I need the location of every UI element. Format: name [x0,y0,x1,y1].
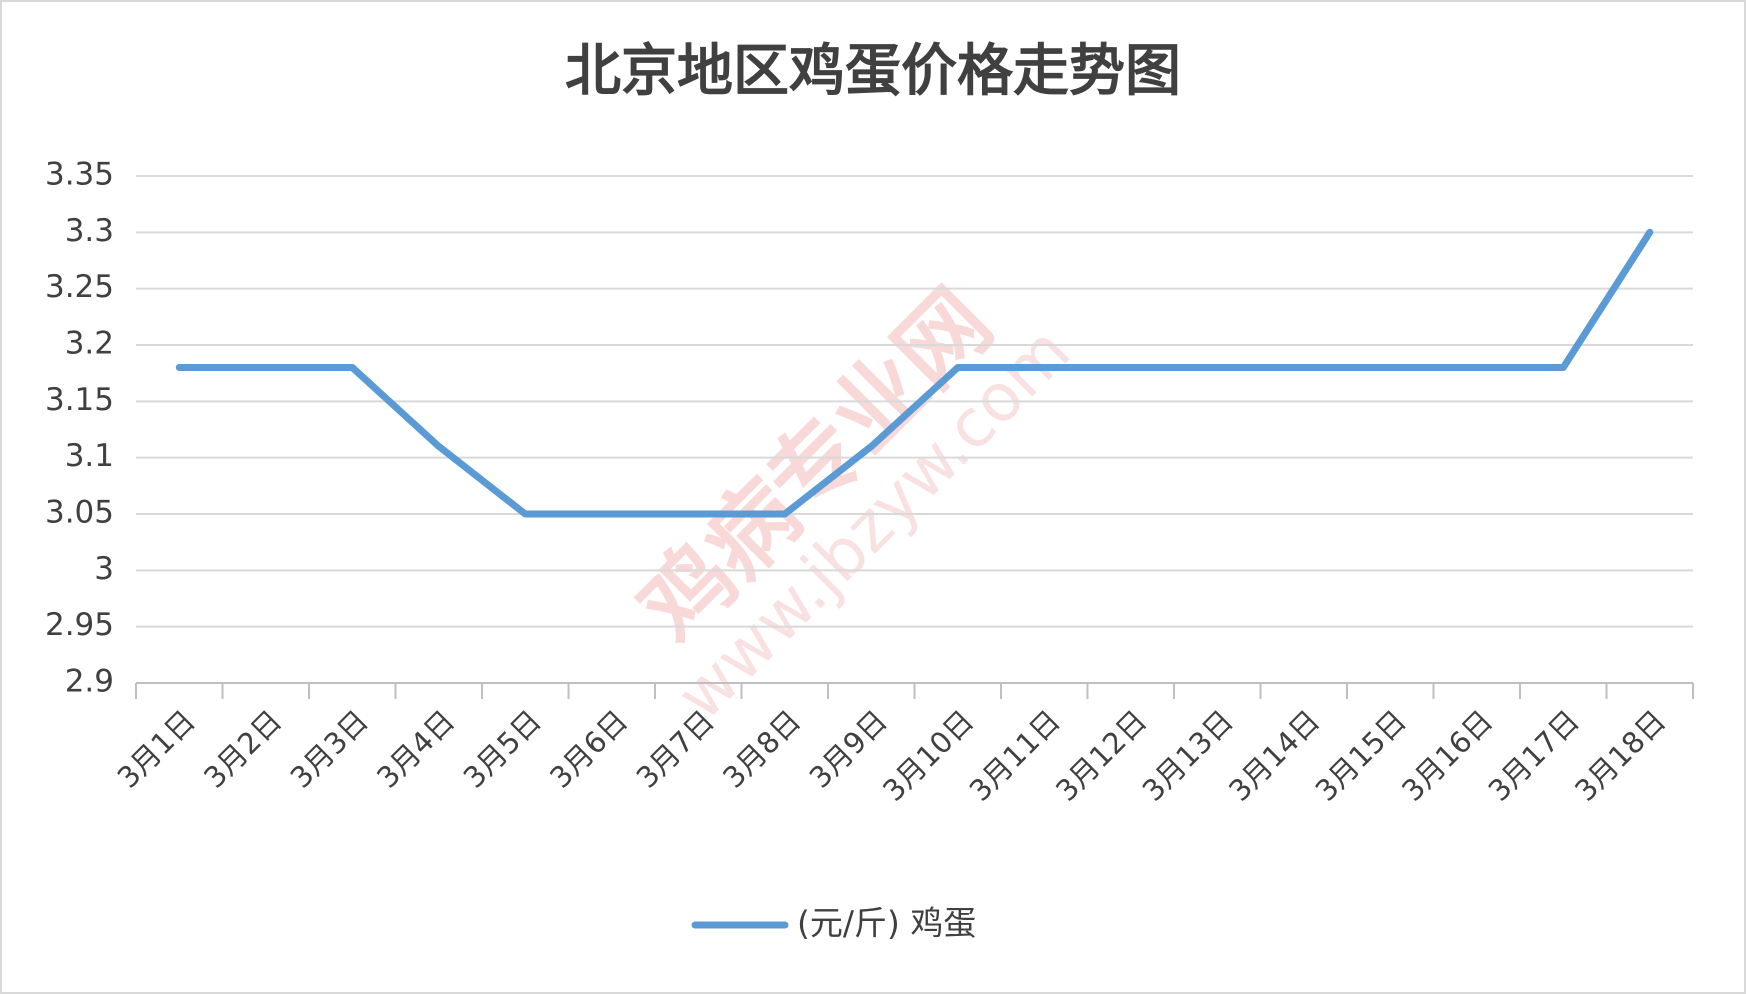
y-tick-label: 3.3 [65,213,114,249]
y-tick-label: 3.05 [45,495,114,531]
y-tick-label: 3 [94,551,114,587]
y-tick-label: 2.95 [45,607,114,643]
y-tick-label: 2.9 [65,664,114,700]
legend-label: (元/斤) 鸡蛋 [797,904,976,943]
data-line [175,228,1654,518]
y-tick-label: 3.35 [45,157,114,193]
y-tick-label: 3.1 [65,438,114,474]
y-tick-label: 3.25 [45,269,114,305]
chart-title: 北京地区鸡蛋价格走势图 [565,39,1181,104]
y-tick-label: 3.15 [45,382,114,418]
y-tick-label: 3.2 [65,326,114,362]
